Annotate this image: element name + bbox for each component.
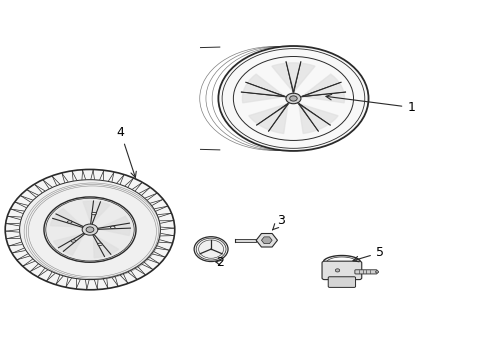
FancyBboxPatch shape bbox=[235, 239, 256, 242]
Polygon shape bbox=[98, 216, 130, 235]
FancyBboxPatch shape bbox=[355, 270, 377, 274]
Polygon shape bbox=[50, 208, 83, 227]
Polygon shape bbox=[53, 234, 84, 255]
Polygon shape bbox=[94, 235, 119, 258]
Polygon shape bbox=[302, 74, 344, 103]
Polygon shape bbox=[272, 63, 315, 92]
Polygon shape bbox=[262, 237, 272, 244]
Ellipse shape bbox=[44, 197, 136, 262]
FancyBboxPatch shape bbox=[322, 261, 362, 280]
Ellipse shape bbox=[92, 212, 96, 215]
Polygon shape bbox=[299, 104, 338, 134]
Circle shape bbox=[335, 269, 340, 272]
Circle shape bbox=[376, 271, 379, 273]
Text: 1: 1 bbox=[326, 94, 415, 114]
Polygon shape bbox=[243, 74, 285, 103]
Ellipse shape bbox=[286, 93, 301, 104]
Text: 4: 4 bbox=[117, 126, 136, 177]
Text: 5: 5 bbox=[353, 246, 384, 262]
Ellipse shape bbox=[5, 170, 175, 290]
Ellipse shape bbox=[20, 180, 160, 280]
Polygon shape bbox=[249, 104, 288, 134]
FancyBboxPatch shape bbox=[328, 277, 356, 287]
Ellipse shape bbox=[219, 46, 368, 151]
Ellipse shape bbox=[290, 96, 297, 101]
Ellipse shape bbox=[86, 227, 94, 233]
Ellipse shape bbox=[67, 221, 72, 223]
Polygon shape bbox=[256, 234, 277, 247]
Ellipse shape bbox=[110, 226, 115, 229]
Ellipse shape bbox=[98, 243, 102, 246]
Text: 2: 2 bbox=[216, 256, 224, 269]
Text: 3: 3 bbox=[272, 214, 285, 230]
Polygon shape bbox=[83, 201, 110, 224]
Circle shape bbox=[194, 237, 228, 261]
Ellipse shape bbox=[71, 240, 76, 242]
Ellipse shape bbox=[82, 224, 98, 235]
